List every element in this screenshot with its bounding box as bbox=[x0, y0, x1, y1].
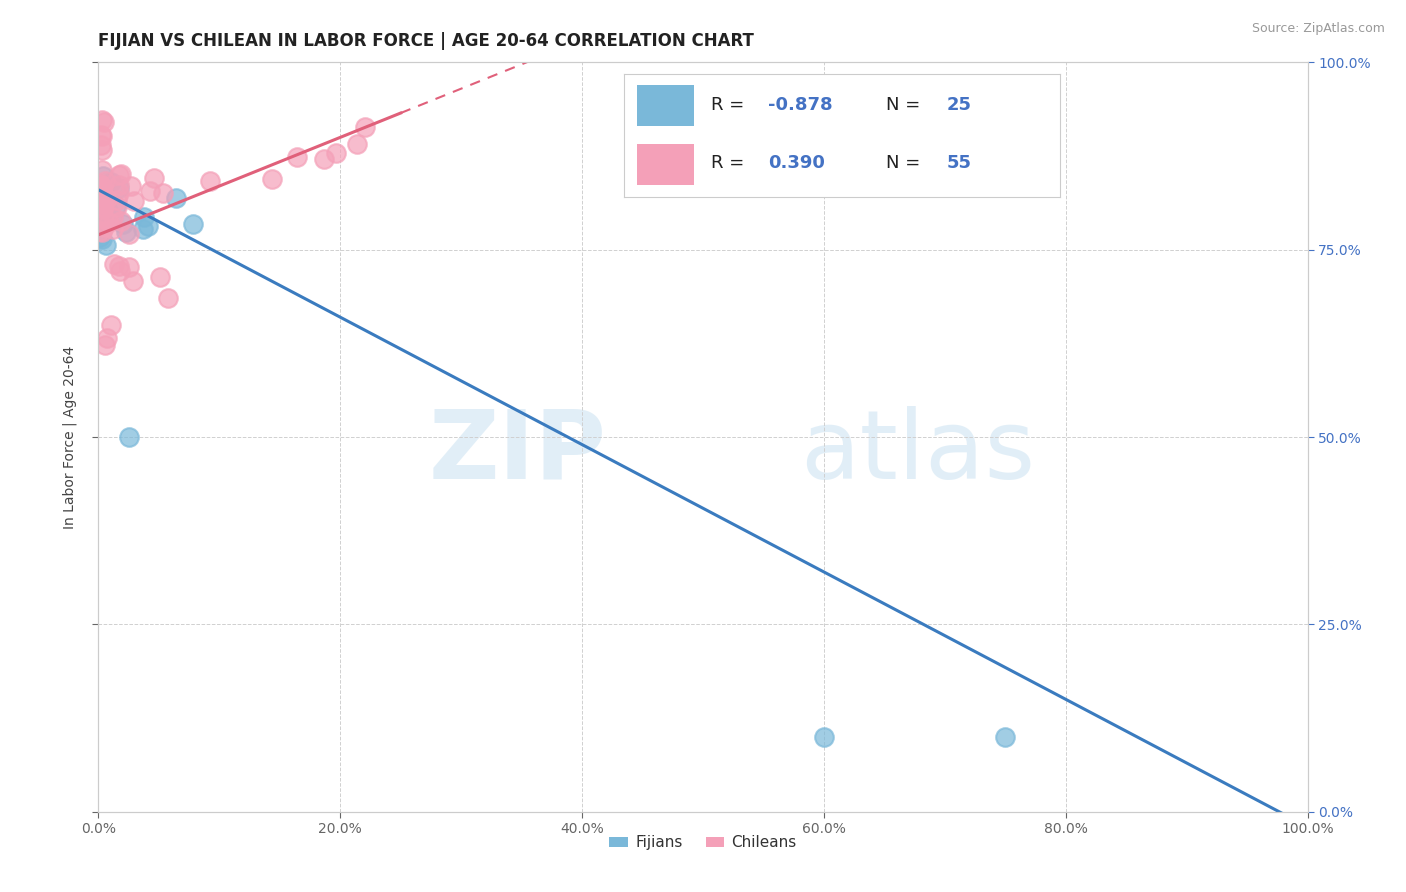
Point bbox=[285, 150, 308, 164]
Point bbox=[93, 183, 115, 197]
Point bbox=[91, 180, 114, 194]
Point bbox=[110, 214, 132, 228]
Point bbox=[94, 338, 117, 352]
Point bbox=[94, 174, 117, 188]
Point bbox=[93, 220, 115, 235]
Point bbox=[120, 179, 142, 194]
Point bbox=[101, 222, 124, 236]
Point bbox=[96, 331, 118, 345]
Point bbox=[100, 175, 122, 189]
Point bbox=[107, 168, 129, 182]
Point bbox=[312, 152, 335, 166]
Point bbox=[90, 138, 112, 153]
Point bbox=[89, 229, 111, 244]
Text: ZIP: ZIP bbox=[429, 406, 606, 499]
Point bbox=[108, 259, 131, 273]
Point bbox=[108, 186, 131, 201]
Point bbox=[118, 430, 141, 444]
Point bbox=[89, 178, 111, 192]
Point bbox=[813, 730, 835, 744]
Point bbox=[325, 145, 347, 160]
Point bbox=[354, 120, 377, 135]
Y-axis label: In Labor Force | Age 20-64: In Labor Force | Age 20-64 bbox=[62, 345, 77, 529]
Point bbox=[96, 207, 118, 221]
Text: FIJIAN VS CHILEAN IN LABOR FORCE | AGE 20-64 CORRELATION CHART: FIJIAN VS CHILEAN IN LABOR FORCE | AGE 2… bbox=[98, 32, 754, 50]
Point bbox=[110, 264, 132, 278]
Point bbox=[152, 186, 174, 200]
Point bbox=[89, 208, 111, 222]
Point bbox=[89, 224, 111, 238]
Point bbox=[110, 167, 132, 181]
Point bbox=[91, 186, 114, 201]
Point bbox=[132, 222, 155, 236]
Point bbox=[346, 136, 368, 151]
Point bbox=[93, 206, 115, 220]
Point bbox=[97, 203, 120, 218]
Point bbox=[91, 199, 114, 213]
Point bbox=[157, 291, 180, 305]
Point bbox=[149, 270, 172, 285]
Point bbox=[91, 169, 114, 183]
Point bbox=[122, 194, 145, 208]
Point bbox=[89, 182, 111, 196]
Point bbox=[108, 178, 131, 192]
Point bbox=[118, 227, 141, 242]
Point bbox=[90, 112, 112, 127]
Point bbox=[994, 730, 1017, 744]
Point bbox=[90, 225, 112, 239]
Point bbox=[111, 218, 134, 232]
Point bbox=[90, 143, 112, 157]
Point bbox=[91, 202, 114, 217]
Point bbox=[91, 211, 114, 225]
Point bbox=[90, 129, 112, 144]
Point bbox=[93, 190, 115, 204]
Point bbox=[91, 196, 114, 211]
Point bbox=[262, 171, 284, 186]
Point bbox=[143, 171, 166, 186]
Point bbox=[107, 200, 129, 214]
Point bbox=[105, 194, 128, 208]
Legend: Fijians, Chileans: Fijians, Chileans bbox=[603, 830, 803, 856]
Point bbox=[198, 174, 221, 188]
Point bbox=[89, 128, 111, 143]
Point bbox=[96, 201, 118, 215]
Point bbox=[118, 260, 141, 275]
Point bbox=[101, 210, 124, 224]
Point bbox=[165, 191, 187, 205]
Point bbox=[100, 318, 122, 332]
Point bbox=[91, 179, 114, 194]
Text: Source: ZipAtlas.com: Source: ZipAtlas.com bbox=[1251, 22, 1385, 36]
Point bbox=[136, 219, 159, 233]
Point bbox=[105, 199, 128, 213]
Point bbox=[94, 217, 117, 231]
Point bbox=[90, 162, 112, 177]
Point bbox=[93, 115, 115, 129]
Point bbox=[98, 215, 121, 229]
Point bbox=[139, 184, 162, 198]
Point bbox=[114, 226, 136, 240]
Text: atlas: atlas bbox=[800, 406, 1035, 499]
Point bbox=[134, 210, 156, 224]
Point bbox=[96, 193, 118, 207]
Point bbox=[91, 201, 114, 215]
Point bbox=[90, 232, 112, 246]
Point bbox=[181, 217, 204, 231]
Point bbox=[122, 274, 145, 288]
Point bbox=[103, 257, 125, 271]
Point bbox=[108, 181, 131, 195]
Point bbox=[94, 238, 117, 252]
